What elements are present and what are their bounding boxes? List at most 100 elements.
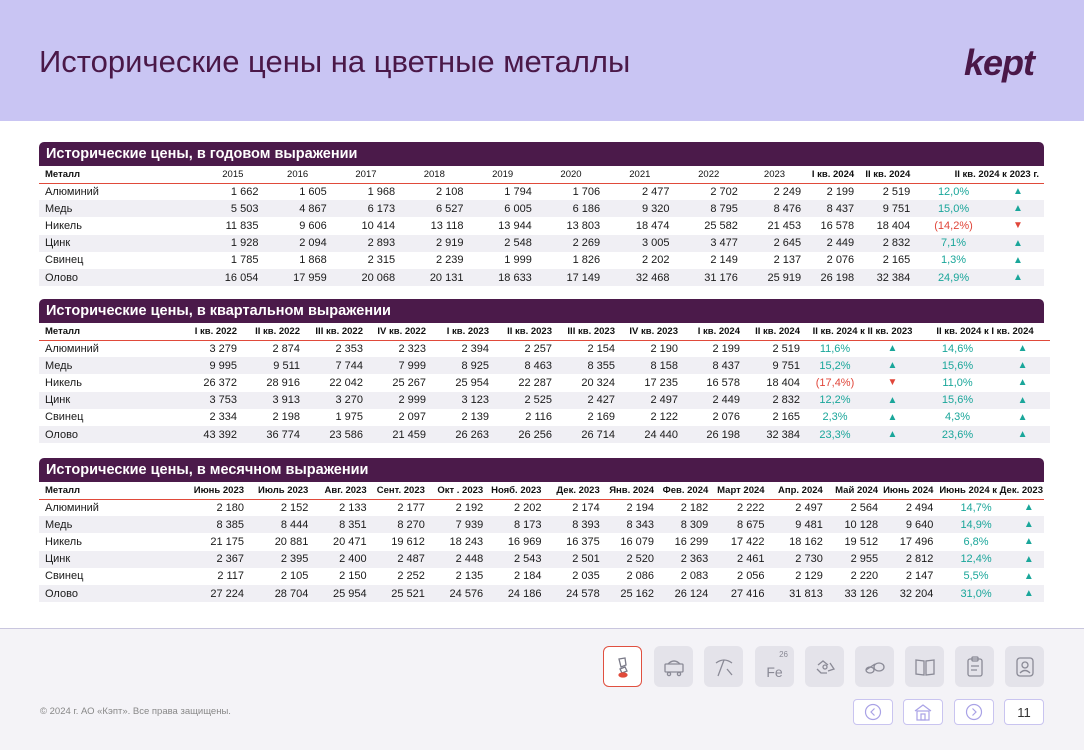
metal-name: Медь (39, 357, 179, 375)
metals-hand-icon[interactable] (603, 646, 642, 687)
price-cell: 27 224 (184, 584, 250, 603)
price-cell: 2 519 (882, 185, 911, 198)
price-cell: 24 576 (429, 584, 489, 603)
price-cell: 2 955 (827, 550, 884, 568)
price-cell: 2 177 (397, 501, 425, 514)
price-cell: 2 494 (905, 501, 934, 514)
price-cell: 43 392 (179, 425, 242, 444)
annual-table: Металл 2015 2016 2017 2018 2019 2020 2021 2022 20… (39, 166, 1044, 287)
arrow-left-icon (864, 703, 882, 721)
price-cell: 23 586 (305, 425, 368, 444)
price-cell: 19 512 (844, 535, 879, 548)
change-percent-yoy: 12,2% (805, 391, 865, 409)
clipboard-icon[interactable] (955, 646, 994, 687)
change-percent-yoy: 11,6% (819, 342, 851, 355)
fe-number: 26 (779, 650, 788, 659)
user-card-icon[interactable] (1005, 646, 1044, 687)
column-header: 2017 (331, 166, 401, 184)
metal-name: Алюминий (45, 342, 99, 355)
price-cell: 32 384 (859, 268, 916, 287)
arrow-up-icon: ▲ (1017, 377, 1028, 389)
price-cell: 2 122 (650, 411, 678, 424)
price-cell: 2 501 (546, 550, 605, 568)
price-cell: 20 471 (332, 535, 367, 548)
table-row: Медь 5 503 4 867 6 173 6 527 6 005 6 186 9 320 8… (39, 200, 1044, 218)
column-header: Май 2024 (827, 482, 884, 500)
price-cell: 1 968 (367, 185, 396, 198)
price-cell: 1 868 (299, 254, 327, 267)
arrow-up-icon: ▲ (995, 391, 1051, 409)
price-cell: 18 404 (766, 376, 800, 389)
price-cell: 2 832 (859, 234, 916, 252)
price-cell: 2 252 (397, 570, 425, 583)
price-cell: 20 068 (331, 268, 401, 287)
iron-element-icon[interactable]: 26 Fe (755, 646, 794, 687)
price-cell: 2 182 (680, 501, 709, 514)
price-cell: 8 925 (431, 357, 494, 375)
price-cell: 20 324 (581, 376, 615, 389)
arrow-up-icon: ▲ (1017, 343, 1028, 355)
change-percent: 5,5% (963, 570, 989, 583)
price-cell: 2 427 (557, 391, 620, 409)
change-percent: (14,2%) (934, 219, 973, 232)
column-header: II кв. 2024 (859, 166, 916, 184)
table-row: Медь 9 995 9 511 7 744 7 999 8 925 8 463 8 355 8… (39, 357, 1051, 375)
recycling-icon[interactable] (805, 646, 844, 687)
copyright-text: © 2024 г. АО «Кэпт». Все права защищены. (40, 706, 231, 717)
next-page-button[interactable] (954, 699, 994, 725)
price-cell: 31 176 (674, 268, 743, 287)
arrow-up-icon: ▲ (865, 357, 921, 375)
price-cell: 3 477 (674, 234, 743, 252)
price-cell: 7 939 (429, 516, 489, 534)
change-percent: 1,3% (941, 254, 967, 267)
price-cell: 9 751 (859, 200, 916, 218)
price-cell: 8 444 (249, 516, 314, 534)
price-cell: 2 147 (905, 570, 934, 583)
price-cell: 25 582 (704, 219, 738, 232)
price-cell: 2 477 (642, 185, 670, 198)
pipes-icon[interactable] (855, 646, 894, 687)
price-cell: 2 999 (368, 391, 431, 409)
price-cell: 11 835 (225, 219, 259, 232)
price-cell: 2 199 (826, 185, 855, 198)
price-cell: 8 437 (683, 357, 745, 375)
arrow-down-icon: ▼ (1012, 220, 1023, 232)
price-cell: 31 813 (769, 584, 828, 603)
change-percent: 12,0% (937, 185, 970, 198)
price-cell: 18 474 (635, 219, 670, 232)
price-cell: 1 975 (335, 411, 363, 424)
price-cell: 3 753 (179, 391, 242, 409)
column-header: Окт . 2023 (429, 482, 489, 500)
arrow-up-icon: ▲ (991, 268, 1044, 287)
price-cell: 8 385 (184, 516, 250, 534)
quarterly-section-title: Исторические цены, в квартальном выражен… (39, 299, 1044, 323)
price-cell: 2 137 (773, 254, 802, 267)
previous-page-button[interactable] (853, 699, 893, 725)
price-cell: 2 097 (398, 411, 426, 424)
price-cell: 2 519 (772, 342, 800, 355)
price-cell: 2 893 (331, 234, 401, 252)
price-cell: 3 270 (305, 391, 368, 409)
price-cell: 26 124 (659, 584, 714, 603)
change-percent-qoq: 15,6% (920, 357, 996, 375)
arrow-up-icon: ▲ (995, 357, 1051, 375)
price-cell: 2 564 (850, 501, 879, 514)
price-cell: 2 222 (737, 501, 765, 514)
price-cell: 8 355 (557, 357, 620, 375)
price-cell: 2 497 (795, 501, 823, 514)
mining-pick-icon[interactable] (704, 646, 743, 687)
table-row: Свинец 2 117 2 105 2 150 2 252 2 135 2 184 2 03… (39, 568, 1044, 585)
price-cell: 9 320 (605, 200, 675, 218)
arrow-down-icon: ▼ (887, 377, 898, 389)
price-cell: 2 076 (712, 411, 740, 424)
price-cell: 10 128 (827, 516, 884, 534)
home-button[interactable] (903, 699, 943, 725)
table-row: Алюминий 2 180 2 152 2 133 2 177 2 192 2 202 2 … (39, 499, 1044, 516)
price-cell: 2 129 (795, 570, 823, 583)
price-cell: 21 175 (210, 535, 245, 548)
price-cell: 2 449 (806, 234, 860, 252)
coal-cart-icon[interactable] (654, 646, 693, 687)
arrow-up-icon: ▲ (991, 200, 1044, 218)
annual-section-title: Исторические цены, в годовом выражении (39, 142, 1044, 166)
book-icon[interactable] (905, 646, 944, 687)
